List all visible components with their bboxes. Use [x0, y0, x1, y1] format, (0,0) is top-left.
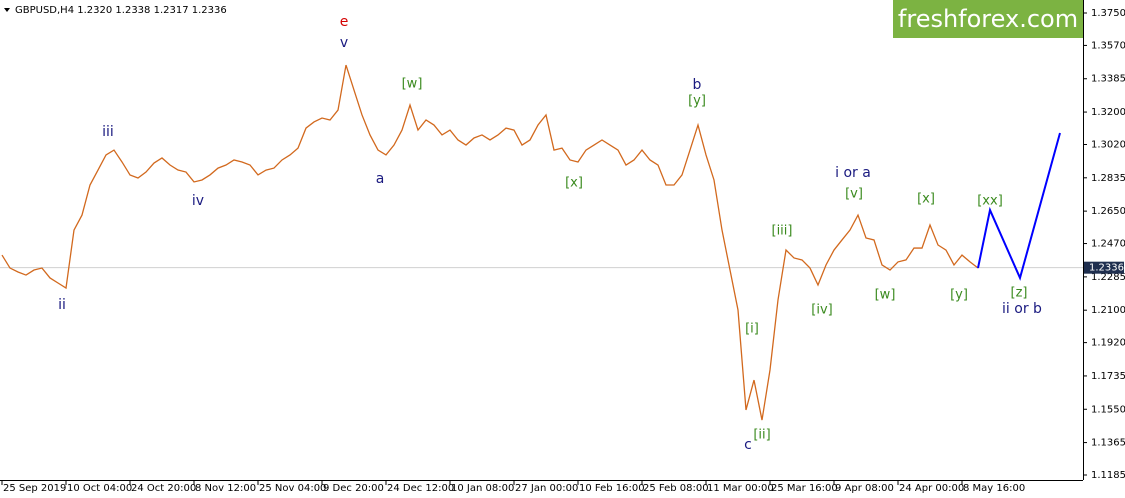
y-tick-label: 1.1365 [1091, 438, 1125, 449]
current-price-box [1084, 261, 1124, 274]
wave-label: a [376, 171, 385, 187]
forecast-line [977, 132, 1061, 281]
y-tick-label: 1.2470 [1091, 239, 1125, 250]
x-tick-label: 8 Nov 12:00 [195, 483, 256, 494]
x-tick-label: 10 Jan 08:00 [451, 483, 514, 494]
wave-label: [ii] [753, 428, 770, 443]
price-line [1, 64, 979, 421]
wave-label: i or a [835, 165, 871, 181]
x-tick-label: 27 Jan 00:00 [515, 483, 578, 494]
wave-label: e [340, 14, 349, 30]
y-tick-label: 1.2650 [1091, 206, 1125, 217]
wave-label: ii [58, 297, 66, 313]
chart-title: GBPUSD,H4 1.2320 1.2338 1.2317 1.2336 [15, 5, 227, 16]
x-tick-label: 10 Oct 04:00 [67, 483, 132, 494]
wave-label: [w] [402, 76, 423, 91]
wave-label: [iv] [811, 303, 832, 318]
menu-icon [4, 8, 10, 12]
y-tick-label: 1.2285 [1091, 272, 1125, 283]
y-tick-label: 1.3750 [1091, 8, 1125, 19]
wave-label: [iii] [772, 223, 793, 238]
wave-label: [x] [565, 176, 583, 191]
x-tick-label: 9 Apr 08:00 [835, 483, 894, 494]
y-tick-label: 1.1550 [1091, 404, 1125, 415]
y-tick-label: 1.1920 [1091, 338, 1125, 349]
current-price-label: 1.2336 [1089, 263, 1124, 274]
watermark-box [893, 0, 1083, 38]
wave-label: iii [102, 124, 114, 140]
y-tick-label: 1.3385 [1091, 74, 1125, 85]
wave-label: [i] [745, 321, 759, 336]
y-tick-label: 1.3020 [1091, 139, 1125, 150]
y-tick-label: 1.2100 [1091, 305, 1125, 316]
wave-label: c [744, 437, 752, 453]
watermark: freshforex.com [898, 5, 1078, 33]
x-tick-label: 9 Dec 20:00 [323, 483, 384, 494]
x-tick-label: 24 Dec 12:00 [387, 483, 454, 494]
y-tick-label: 1.3200 [1091, 107, 1125, 118]
wave-label: iv [192, 193, 204, 209]
wave-label: ii or b [1002, 301, 1042, 317]
wave-label: [v] [845, 187, 863, 202]
wave-label: [y] [688, 94, 706, 109]
y-tick-label: 1.1185 [1091, 470, 1125, 481]
x-tick-label: 8 May 16:00 [963, 483, 1025, 494]
y-tick-label: 1.3570 [1091, 40, 1125, 51]
x-tick-label: 11 Mar 00:00 [707, 483, 774, 494]
x-tick-label: 25 Feb 08:00 [643, 483, 709, 494]
x-tick-label: 24 Apr 00:00 [899, 483, 964, 494]
x-tick-label: 24 Oct 20:00 [131, 483, 196, 494]
x-tick-label: 25 Sep 2019 [3, 483, 66, 494]
wave-label: [xx] [977, 194, 1003, 209]
x-tick-label: 10 Feb 16:00 [579, 483, 645, 494]
wave-label: [x] [917, 192, 935, 207]
wave-label: v [340, 35, 348, 51]
y-tick-label: 1.2835 [1091, 173, 1125, 184]
x-tick-label: 25 Mar 16:00 [771, 483, 838, 494]
wave-label: [z] [1011, 286, 1028, 301]
y-tick-label: 1.1735 [1091, 371, 1125, 382]
wave-label: b [693, 77, 702, 93]
wave-label: [y] [950, 288, 968, 303]
x-tick-label: 25 Nov 04:00 [259, 483, 326, 494]
wave-label: [w] [875, 288, 896, 303]
